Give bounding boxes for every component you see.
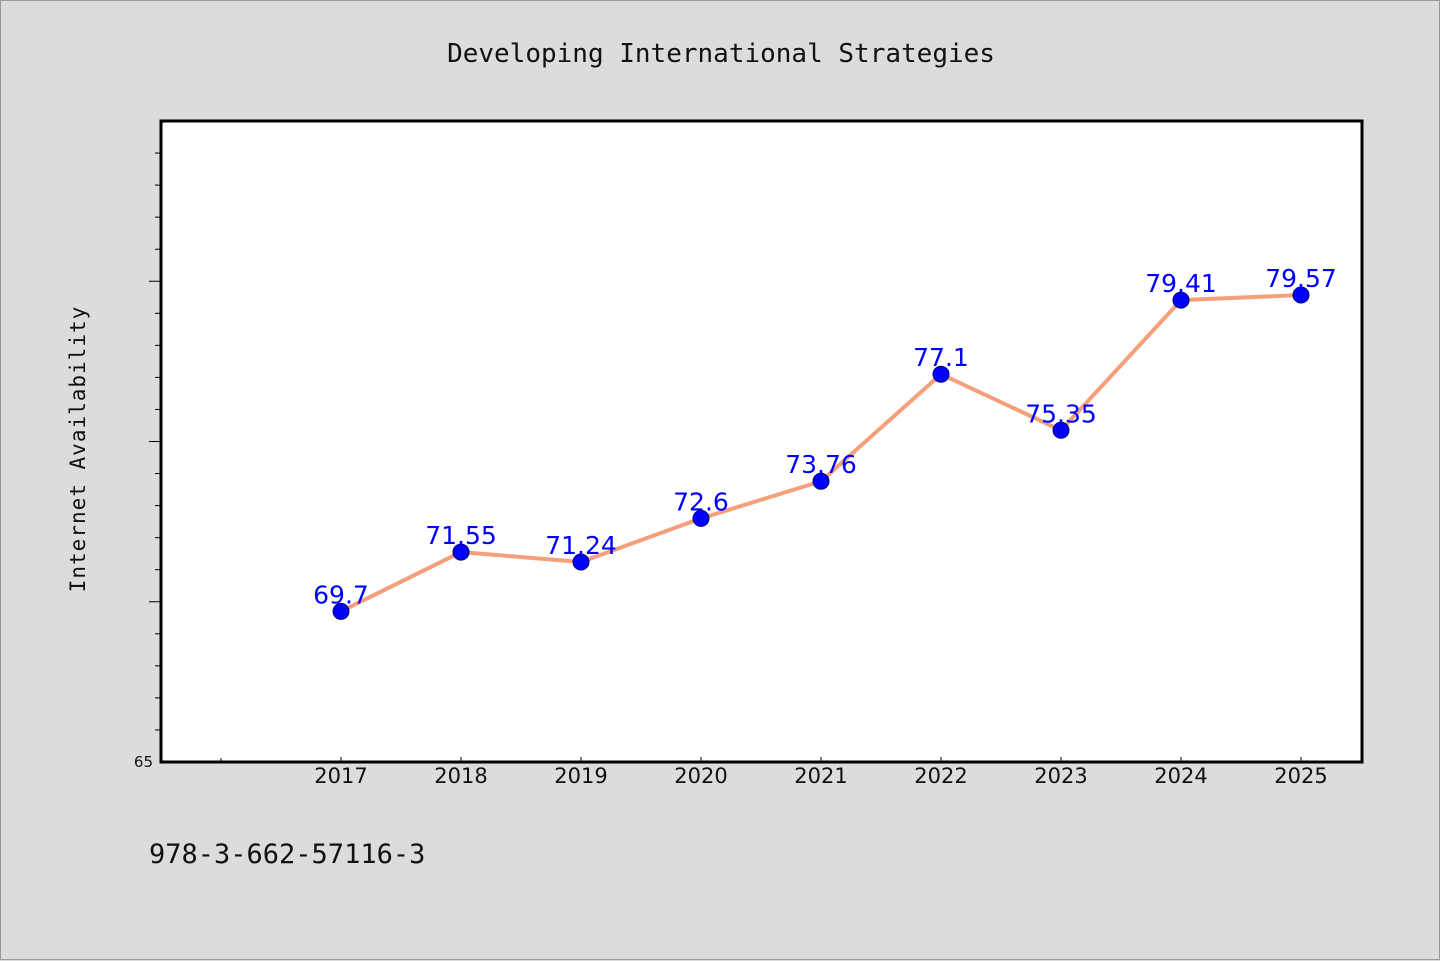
y-tick-label: 65 [134, 753, 153, 771]
data-point-marker [452, 543, 470, 561]
x-tick-label: 2025 [1274, 764, 1327, 788]
x-axis-ticks: 2017 2018 2019 2020 2021 2022 2023 2024 2025 [220, 757, 1328, 788]
data-label: 79.57 [1265, 264, 1337, 293]
x-tick-label: 2024 [1154, 764, 1207, 788]
data-labels: 69.7 71.55 71.24 72.6 73.76 77.1 75.35 79.41 79.… [313, 264, 1337, 609]
data-point-marker [1052, 421, 1070, 439]
data-point-marker [1172, 291, 1190, 309]
x-tick-label: 2018 [434, 764, 487, 788]
isbn-text: 978-3-662-57116-3 [149, 839, 425, 870]
data-point-marker [932, 365, 950, 383]
data-point-marker [692, 509, 710, 527]
data-point-marker [572, 553, 590, 571]
plot-area [159, 119, 1364, 764]
data-label: 71.24 [545, 531, 617, 560]
data-label: 72.6 [673, 487, 729, 516]
data-label: 71.55 [425, 521, 497, 550]
data-label: 69.7 [313, 580, 369, 609]
data-label: 73.76 [785, 450, 857, 479]
chart-title: Developing International Strategies [447, 39, 995, 69]
data-point-marker [1292, 286, 1310, 304]
y-axis-ticks: 65 [134, 152, 161, 771]
x-tick-label: 2020 [674, 764, 727, 788]
data-point-marker [332, 602, 350, 620]
data-label: 77.1 [913, 343, 969, 372]
x-tick-label: 2019 [554, 764, 607, 788]
x-tick-label: 2017 [314, 764, 367, 788]
data-label: 75.35 [1025, 399, 1097, 428]
x-tick-label: 2021 [794, 764, 847, 788]
y-axis-label: Internet Availability [66, 306, 90, 593]
x-tick-label: 2022 [914, 764, 967, 788]
data-point-marker [812, 472, 830, 490]
data-label: 79.41 [1145, 269, 1217, 298]
series-markers [332, 286, 1310, 620]
x-tick-label: 2023 [1034, 764, 1087, 788]
